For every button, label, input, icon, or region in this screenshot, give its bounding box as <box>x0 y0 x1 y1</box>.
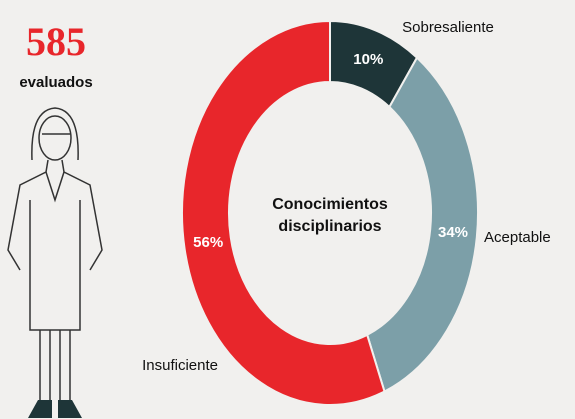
center-title-line: Conocimientos <box>272 196 388 213</box>
feet <box>28 400 82 418</box>
category-label: Aceptable <box>484 229 551 246</box>
value-label: 10% <box>353 51 383 68</box>
center-title: Conocimientos disciplinarios <box>272 196 388 235</box>
value-label: 34% <box>438 224 468 241</box>
person-icon <box>7 107 103 400</box>
donut-segment <box>181 19 386 406</box>
category-label: Insuficiente <box>142 357 218 374</box>
center-title-line: disciplinarios <box>278 218 381 235</box>
total-label: evaluados <box>19 74 92 91</box>
total: 585 <box>26 19 86 64</box>
value-label: 56% <box>193 234 223 251</box>
donut-segment <box>365 56 479 393</box>
category-label: Sobresaliente <box>402 19 494 36</box>
